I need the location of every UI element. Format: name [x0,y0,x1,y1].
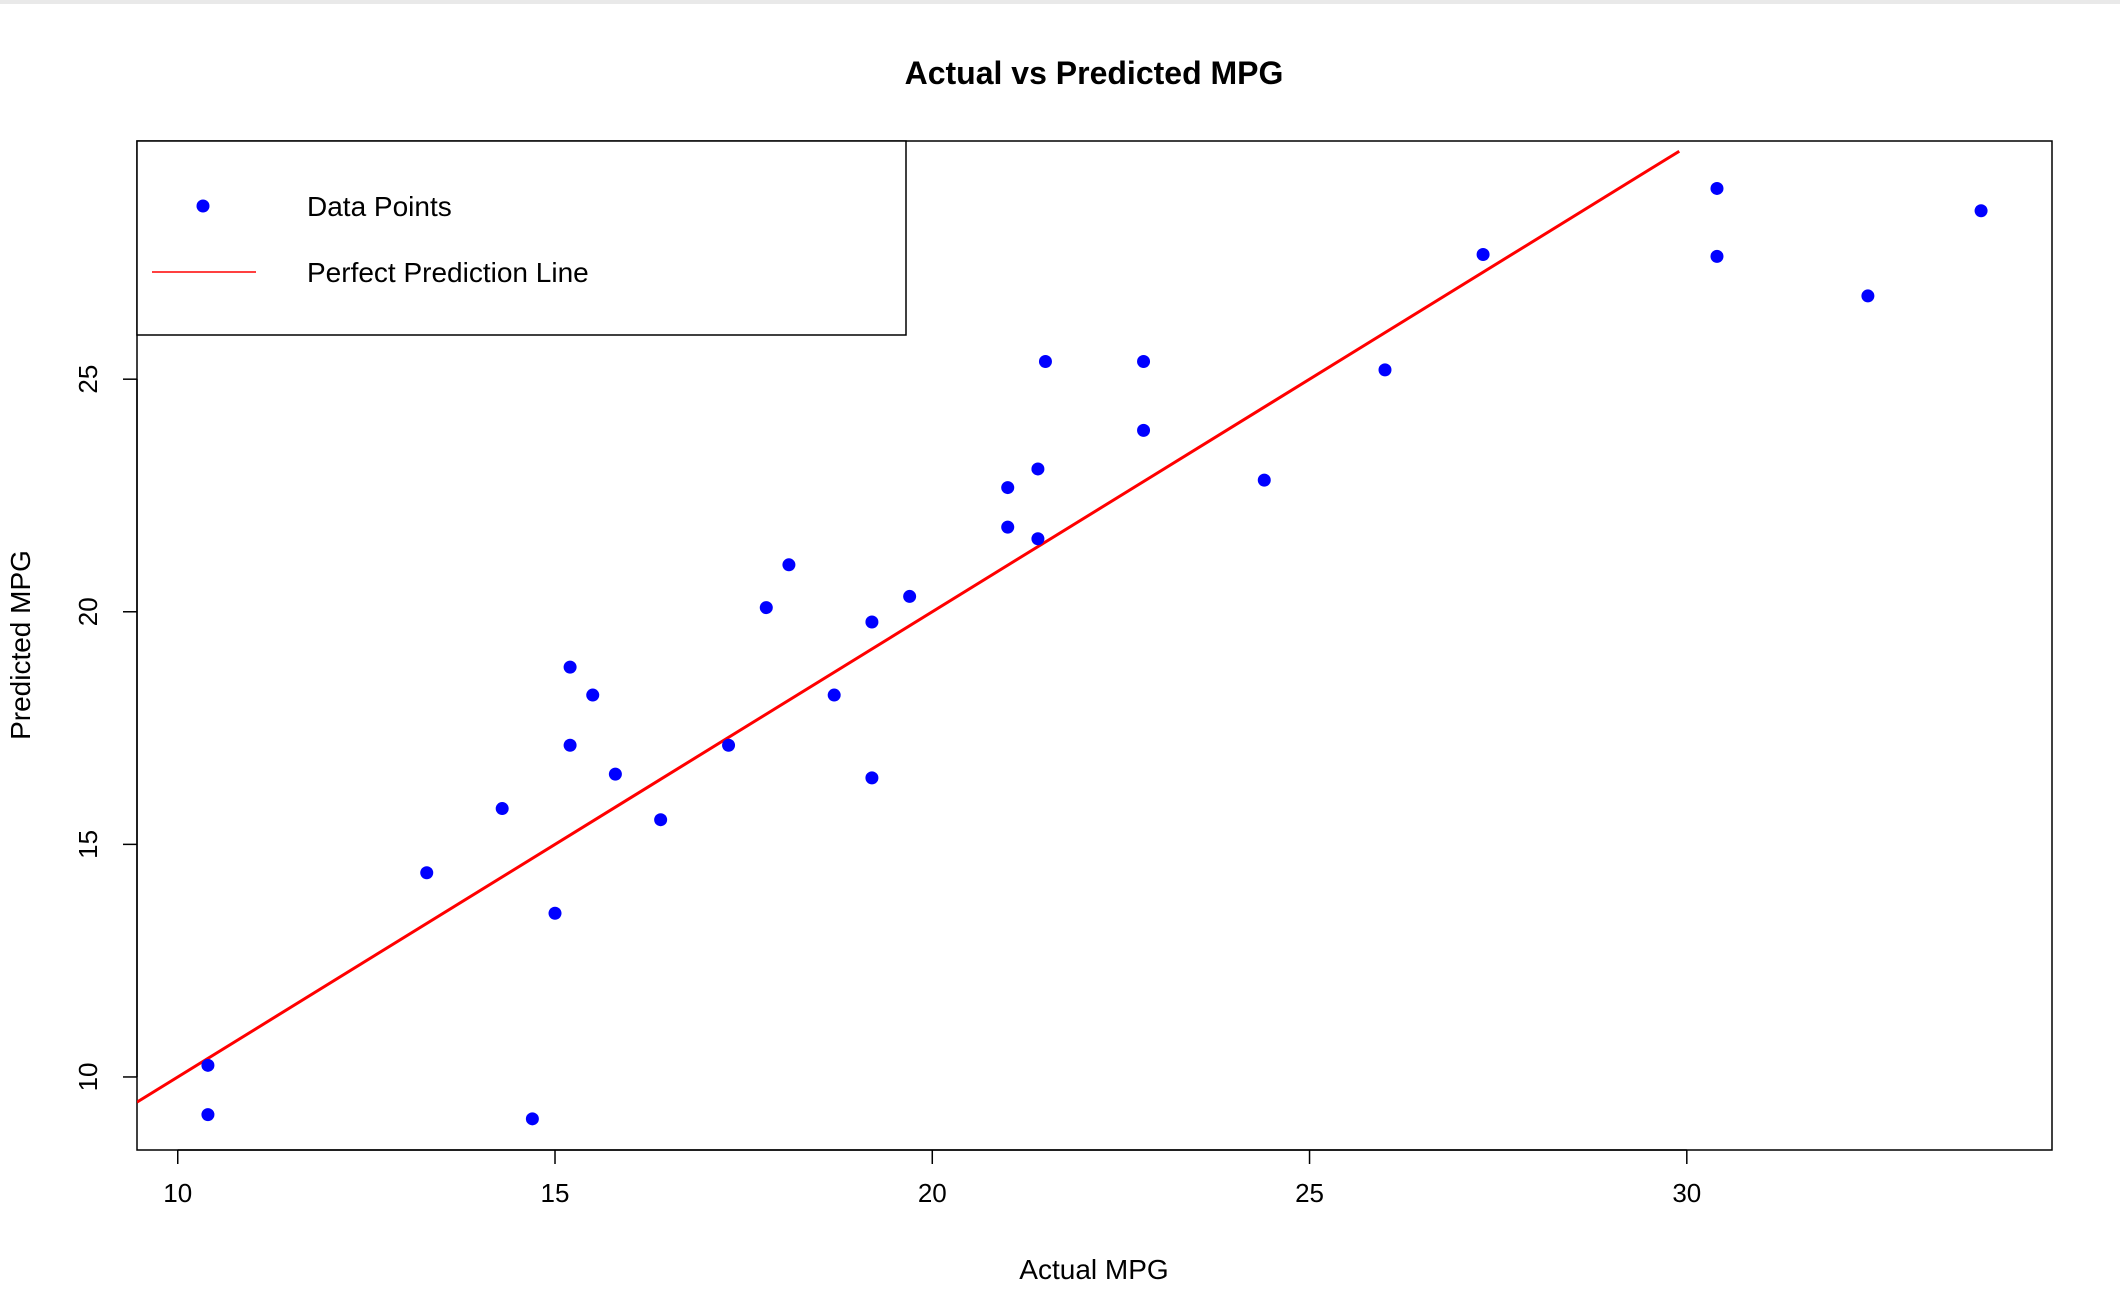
data-points [201,181,1988,1126]
data-point [1974,204,1988,218]
data-point [1038,355,1052,369]
data-point [586,688,600,702]
x-tick-label: 20 [918,1178,947,1208]
data-point [1031,532,1045,546]
data-point [1001,520,1015,534]
data-point [563,738,577,752]
data-point [865,771,879,785]
y-axis-ticks: 10 15 20 25 [73,365,138,1092]
x-tick-label: 25 [1295,1178,1324,1208]
data-point [548,906,562,920]
y-tick-label: 20 [73,597,103,626]
legend-label-data-points: Data Points [307,191,452,222]
data-point [1257,473,1271,487]
data-point [722,738,736,752]
plot-area [137,149,1988,1126]
data-point [563,660,577,674]
chart-title: Actual vs Predicted MPG [905,55,1284,91]
data-point [903,589,917,603]
data-point [865,615,879,629]
data-point [654,813,668,827]
x-axis-ticks: 10 15 20 25 30 [163,1149,1701,1208]
y-tick-label: 10 [73,1063,103,1092]
data-point [1031,462,1045,476]
data-point [1710,249,1724,263]
data-point [1137,355,1151,369]
x-tick-label: 30 [1672,1178,1701,1208]
legend-box [136,140,907,336]
data-point [201,1108,215,1122]
data-point [1001,481,1015,495]
y-tick-label: 25 [73,365,103,394]
y-tick-label: 15 [73,830,103,859]
data-point [1476,248,1490,262]
data-point [201,1058,215,1072]
legend: Data Points Perfect Prediction Line [136,140,907,336]
data-point [608,767,622,781]
data-point [1378,363,1392,377]
window-top-edge [0,0,2120,4]
perfect-prediction-line [137,149,1681,1104]
legend-point-marker [196,199,210,213]
x-axis-label: Actual MPG [1019,1254,1168,1285]
x-tick-label: 15 [541,1178,570,1208]
data-point [759,601,773,615]
data-point [782,558,796,572]
data-point [827,688,841,702]
legend-label-prediction-line: Perfect Prediction Line [307,257,589,288]
data-point [1710,181,1724,195]
data-point [420,866,434,880]
data-point [1137,423,1151,437]
data-point [495,802,509,816]
data-point [525,1112,539,1126]
y-axis-label: Predicted MPG [5,550,36,740]
data-point [1861,289,1875,303]
x-tick-label: 10 [163,1178,192,1208]
